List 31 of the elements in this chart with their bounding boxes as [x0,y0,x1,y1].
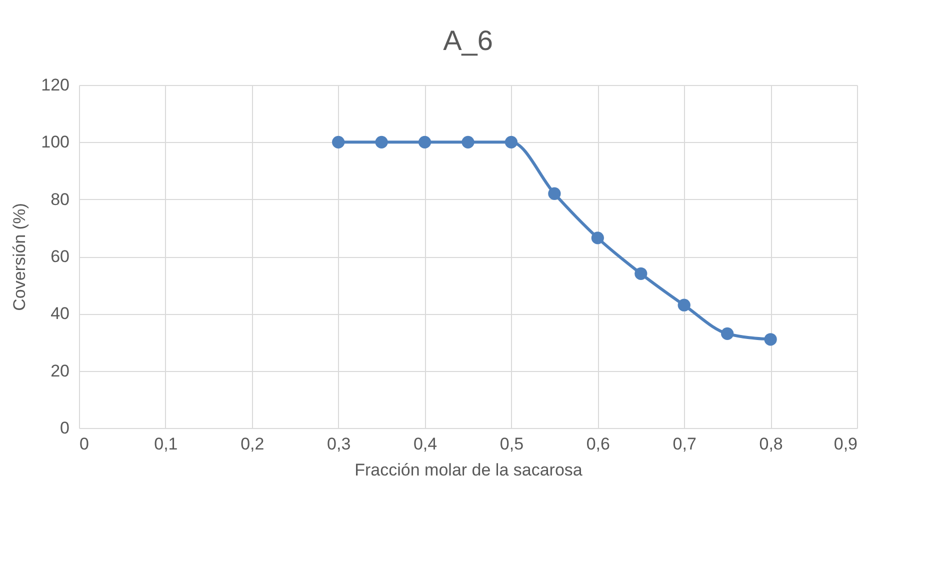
x-tick-label: 0,9 [834,434,858,454]
x-tick-label: 0,2 [240,434,264,454]
point [462,136,474,148]
x-tick-label: 0,6 [586,434,610,454]
y-tick-label: 120 [41,76,70,94]
point [418,136,432,148]
point [548,187,561,200]
point [721,327,734,340]
y-tick-label: 0 [60,418,70,438]
y-tick-label: 80 [50,190,70,209]
y-tick-label: 60 [50,247,70,266]
x-tick-label: 0,4 [413,434,438,454]
x-tick-label: 0,7 [672,434,696,454]
y-tick-label: 20 [50,361,70,380]
y-axis-title: Coversión (%) [10,203,30,311]
x-tick-label: 0,3 [327,434,351,454]
x-tick-label: 0,1 [154,434,178,454]
x-tick-label: 0 [80,434,89,454]
point [634,267,648,280]
x-tick-label: 0,8 [759,434,783,454]
x-tick-label: 0,5 [500,434,524,454]
point [375,136,388,148]
point [504,136,518,148]
x-axis-title: Fracción molar de la sacarosa [354,460,583,480]
point [678,298,690,312]
point [764,333,777,346]
point [332,136,345,148]
y-tick-label: 100 [41,132,70,152]
y-tick-label: 40 [50,304,70,324]
point [591,232,604,244]
chart-title: A_6 [443,25,493,56]
